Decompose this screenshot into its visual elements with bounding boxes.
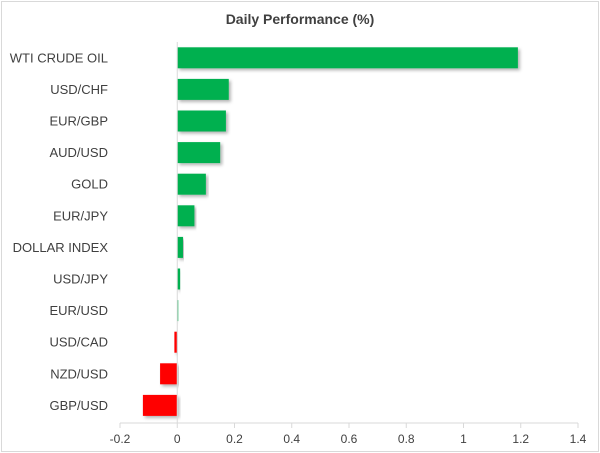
category-label-gbp-usd: GBP/USD	[49, 398, 108, 413]
x-tick-label: 1.4	[570, 432, 587, 446]
category-label-usd-cad: USD/CAD	[49, 335, 108, 350]
category-label-eur-gbp: EUR/GBP	[49, 114, 108, 129]
bar-usd-chf	[177, 78, 229, 100]
bar-gbp-usd	[142, 394, 178, 416]
category-label-wti-crude-oil: WTI CRUDE OIL	[10, 50, 108, 65]
category-label-gold: GOLD	[71, 177, 108, 192]
category-label-eur-jpy: EUR/JPY	[53, 208, 108, 223]
bar-eur-jpy	[177, 205, 195, 227]
bar-usd-jpy	[177, 268, 181, 290]
x-tick-label: 1	[460, 432, 467, 446]
bar-usd-cad	[174, 331, 178, 353]
chart-title: Daily Performance (%)	[226, 11, 375, 27]
category-label-usd-chf: USD/CHF	[50, 82, 108, 97]
x-tick-label: 0.6	[341, 432, 358, 446]
x-tick-label: 0.4	[283, 432, 300, 446]
x-tick-label: 1.2	[512, 432, 529, 446]
bar-wti-crude-oil	[177, 47, 518, 69]
bar-nzd-usd	[160, 363, 178, 385]
category-label-nzd-usd: NZD/USD	[50, 366, 108, 381]
category-label-aud-usd: AUD/USD	[49, 145, 108, 160]
bar-aud-usd	[177, 142, 221, 164]
bar-dollar-index	[177, 236, 183, 258]
x-tick-label: 0.8	[398, 432, 415, 446]
x-axis-ticks: -0.2 0 0.2 0.4 0.6 0.8 1 1.2 1.4	[110, 423, 587, 446]
bar-gold	[177, 173, 206, 195]
bar-eur-gbp	[177, 110, 226, 132]
x-tick-label: 0	[174, 432, 181, 446]
bars-group	[142, 47, 518, 416]
x-tick-label: -0.2	[110, 432, 131, 446]
category-label-dollar-index: DOLLAR INDEX	[13, 240, 109, 255]
category-label-eur-usd: EUR/USD	[49, 303, 108, 318]
category-labels: WTI CRUDE OIL USD/CHF EUR/GBP AUD/USD GOLD EU…	[10, 50, 109, 413]
category-label-usd-jpy: USD/JPY	[53, 272, 108, 287]
x-tick-label: 0.2	[226, 432, 243, 446]
